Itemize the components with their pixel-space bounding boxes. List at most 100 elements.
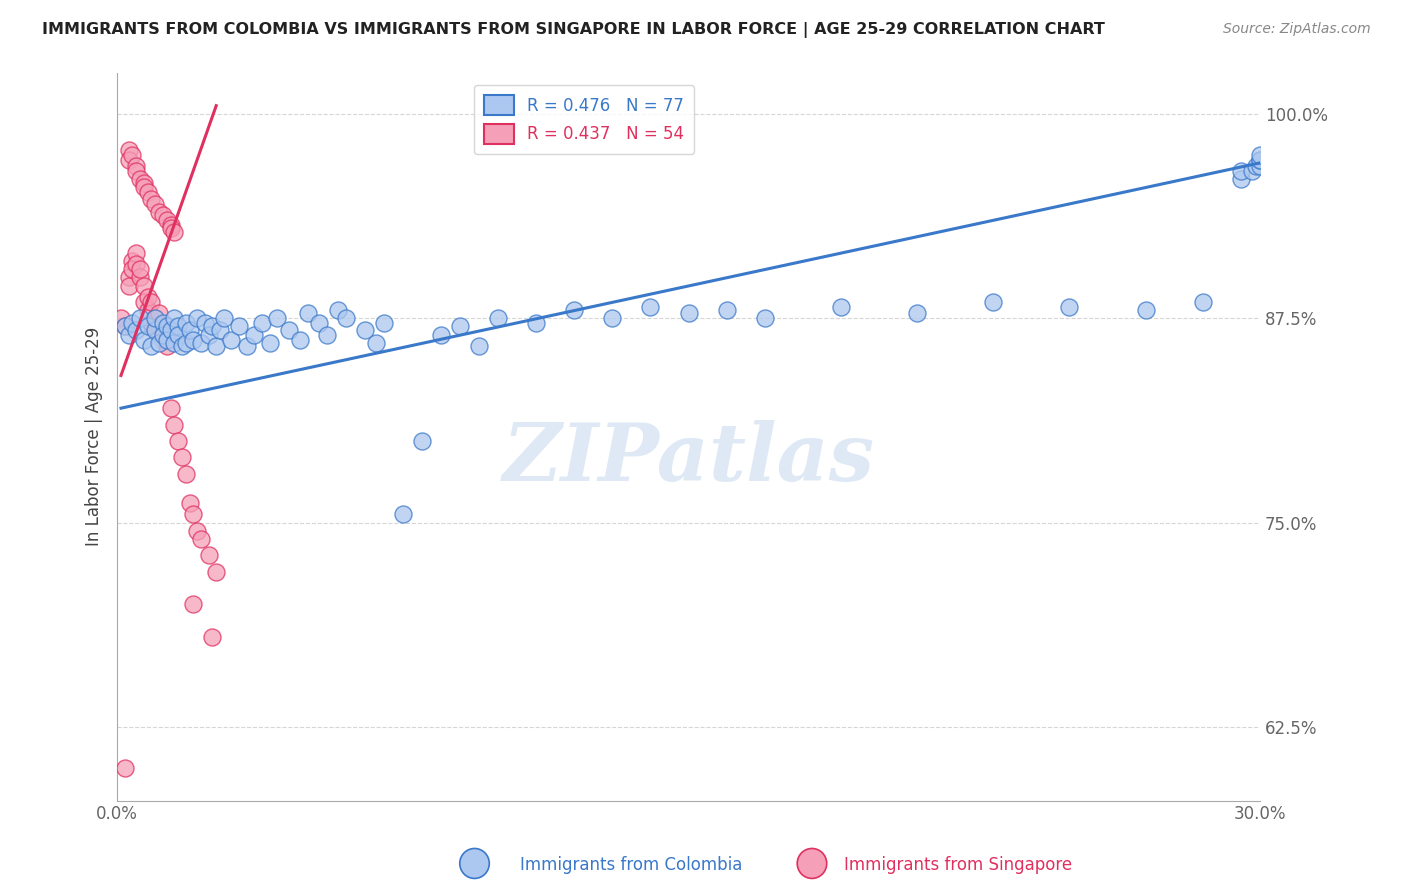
Point	[141, 294, 163, 309]
Point	[170, 450, 193, 465]
Point	[132, 278, 155, 293]
Point	[754, 311, 776, 326]
Point	[129, 172, 152, 186]
Point	[132, 294, 155, 309]
Point	[1249, 153, 1271, 167]
Circle shape	[460, 848, 489, 879]
Point	[136, 303, 159, 318]
Point	[125, 245, 148, 260]
Point	[141, 316, 163, 330]
Point	[117, 153, 139, 167]
Point	[190, 532, 212, 546]
Point	[179, 323, 201, 337]
Point	[266, 311, 288, 326]
Point	[186, 311, 208, 326]
Point	[121, 147, 143, 161]
Point	[179, 496, 201, 510]
Point	[197, 327, 219, 342]
Y-axis label: In Labor Force | Age 25-29: In Labor Force | Age 25-29	[86, 327, 103, 547]
Point	[167, 319, 190, 334]
Point	[326, 303, 349, 318]
Point	[125, 257, 148, 271]
Point	[212, 311, 235, 326]
Point	[297, 306, 319, 320]
Point	[981, 294, 1004, 309]
Point	[152, 316, 174, 330]
Point	[156, 319, 179, 334]
Point	[152, 208, 174, 222]
Point	[174, 316, 197, 330]
Point	[373, 316, 395, 330]
Point	[235, 339, 257, 353]
Point	[308, 316, 330, 330]
Point	[148, 335, 170, 350]
Point	[174, 335, 197, 350]
Point	[174, 467, 197, 481]
Point	[121, 316, 143, 330]
Point	[1135, 303, 1157, 318]
Point	[125, 323, 148, 337]
Point	[129, 311, 152, 326]
Point	[141, 192, 163, 206]
Point	[1249, 159, 1271, 173]
Point	[117, 327, 139, 342]
Point	[167, 434, 190, 448]
Point	[1244, 159, 1267, 173]
Point	[228, 319, 250, 334]
Point	[132, 180, 155, 194]
Point	[163, 311, 186, 326]
Point	[110, 311, 132, 326]
Legend: R = 0.476   N = 77, R = 0.437   N = 54: R = 0.476 N = 77, R = 0.437 N = 54	[474, 85, 695, 154]
Point	[125, 164, 148, 178]
Point	[524, 316, 547, 330]
Point	[201, 630, 224, 644]
Point	[183, 598, 205, 612]
Point	[1249, 153, 1271, 167]
Point	[183, 333, 205, 347]
Point	[602, 311, 624, 326]
Point	[1241, 164, 1264, 178]
Point	[250, 316, 273, 330]
Point	[170, 339, 193, 353]
Circle shape	[797, 848, 827, 879]
Point	[152, 327, 174, 342]
Point	[121, 254, 143, 268]
Point	[129, 262, 152, 277]
Point	[194, 316, 217, 330]
Point	[366, 335, 388, 350]
Point	[183, 508, 205, 522]
Point	[159, 401, 181, 416]
Point	[468, 339, 491, 353]
Point	[1059, 300, 1081, 314]
Point	[156, 213, 179, 227]
Point	[114, 761, 136, 775]
Point	[678, 306, 700, 320]
Point	[143, 311, 166, 326]
Text: Immigrants from Colombia: Immigrants from Colombia	[520, 855, 742, 873]
Point	[205, 339, 228, 353]
Point	[186, 524, 208, 538]
Point	[1191, 294, 1213, 309]
Point	[1230, 172, 1253, 186]
Point	[159, 323, 181, 337]
Text: ZIPatlas: ZIPatlas	[502, 420, 875, 498]
Point	[353, 323, 375, 337]
Point	[148, 306, 170, 320]
Point	[201, 319, 224, 334]
Point	[159, 218, 181, 232]
Point	[221, 333, 243, 347]
Point	[117, 270, 139, 285]
Point	[716, 303, 738, 318]
Point	[562, 303, 585, 318]
Point	[486, 311, 509, 326]
Point	[259, 335, 281, 350]
Point	[190, 335, 212, 350]
Point	[159, 221, 181, 235]
Point	[132, 333, 155, 347]
Point	[640, 300, 662, 314]
Point	[143, 311, 166, 326]
Point	[167, 327, 190, 342]
Point	[163, 417, 186, 432]
Point	[136, 319, 159, 334]
Point	[136, 186, 159, 200]
